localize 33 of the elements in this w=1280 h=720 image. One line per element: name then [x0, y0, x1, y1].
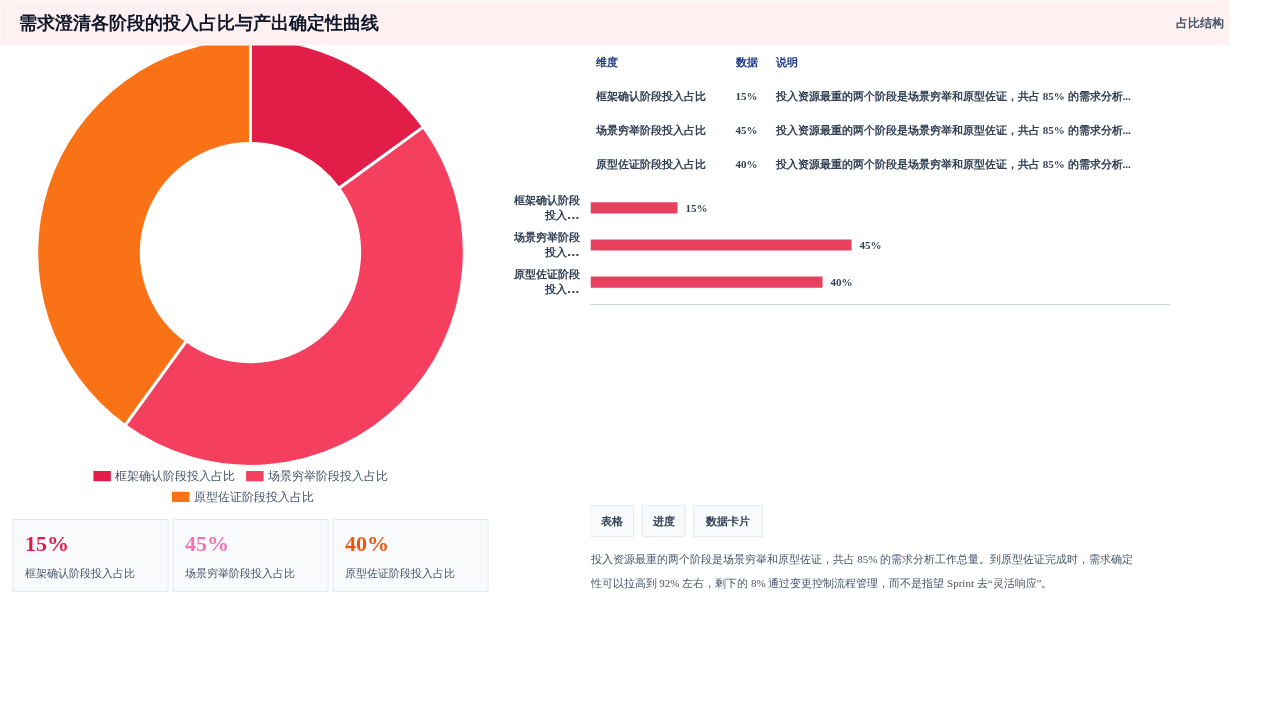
text: 原型佐证阶段投入占比	[344, 567, 455, 580]
text: 40%	[735, 157, 758, 170]
text: 表格	[599, 514, 624, 527]
text: 说明	[775, 56, 799, 69]
data-label: 40%	[830, 276, 853, 289]
text: 40%	[344, 531, 389, 556]
text: 维度	[595, 56, 619, 69]
text: 数据卡片	[704, 514, 750, 527]
text: 框架确认阶段投入占比	[595, 90, 707, 104]
y-tick-label: 原型佐证阶段投入...	[512, 267, 581, 297]
text: 投入资源最重的两个阶段是场景穷举和原型佐证，共占 85% 的需求分析...	[775, 123, 1132, 137]
text: 15%	[735, 90, 758, 103]
text: 进度	[651, 514, 675, 527]
data-label: 15%	[685, 201, 708, 214]
legend-label: 框架确认阶段投入占比	[115, 469, 236, 484]
text: 框架确认阶段投入占比	[24, 567, 135, 580]
text: 占比结构	[1176, 16, 1225, 30]
text: 投入资源最重的两个阶段是场景穷举和原型佐证，共占 85% 的需求分析...	[775, 90, 1132, 104]
text: 需求澄清各阶段的投入占比与产出确定性曲线	[18, 13, 379, 33]
data-label: 45%	[859, 239, 882, 251]
text: 45%	[184, 531, 229, 556]
text: 45%	[735, 123, 758, 136]
slice-label: 场景穷举阶段投入占比	[183, 567, 295, 580]
y-tick-label: 场景穷举阶段投入...	[512, 230, 581, 260]
text: 投入资源最重的两个阶段是场景穷举和原型佐证，共占 85% 的需求分析工作总量。到原型佐证完成时，需求确定性可以拉高到 92% 左右，剩下的 8% 通过变更控制流程管理，而不是指望 Sprint 去“灵活响应”。	[589, 553, 1134, 590]
text: 15%	[24, 531, 69, 556]
legend-label: 场景穷举阶段投入占比	[266, 469, 388, 484]
slice-label: 场景穷举阶段投入占比	[595, 123, 707, 137]
text: 投入资源最重的两个阶段是场景穷举和原型佐证，共占 85% 的需求分析...	[775, 157, 1132, 171]
text: 数据	[734, 56, 758, 69]
y-tick-label: 框架确认阶段投入...	[512, 193, 581, 223]
text: 原型佐证阶段投入占比	[595, 157, 707, 171]
legend-label: 原型佐证阶段投入占比	[193, 489, 314, 504]
